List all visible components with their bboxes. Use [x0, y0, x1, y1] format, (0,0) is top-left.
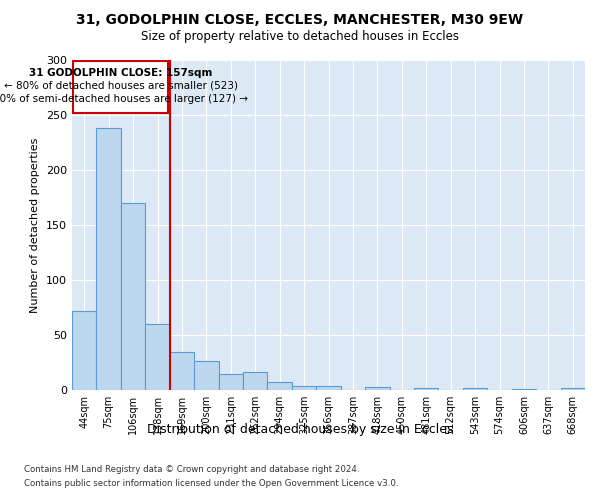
Bar — [145, 324, 170, 390]
Text: Contains public sector information licensed under the Open Government Licence v3: Contains public sector information licen… — [24, 479, 398, 488]
Bar — [365, 386, 389, 390]
Text: 31 GODOLPHIN CLOSE: 157sqm: 31 GODOLPHIN CLOSE: 157sqm — [29, 68, 212, 78]
Bar — [512, 389, 536, 390]
Bar — [72, 311, 97, 390]
Text: 20% of semi-detached houses are larger (127) →: 20% of semi-detached houses are larger (… — [0, 94, 248, 104]
Text: ← 80% of detached houses are smaller (523): ← 80% of detached houses are smaller (52… — [4, 81, 238, 91]
Bar — [243, 372, 268, 390]
Bar — [316, 386, 341, 390]
Bar — [170, 352, 194, 390]
Bar — [292, 386, 316, 390]
Text: Contains HM Land Registry data © Crown copyright and database right 2024.: Contains HM Land Registry data © Crown c… — [24, 465, 359, 474]
Bar — [463, 388, 487, 390]
FancyBboxPatch shape — [73, 61, 169, 113]
Text: 31, GODOLPHIN CLOSE, ECCLES, MANCHESTER, M30 9EW: 31, GODOLPHIN CLOSE, ECCLES, MANCHESTER,… — [76, 12, 524, 26]
Bar — [121, 203, 145, 390]
Bar — [194, 362, 218, 390]
Text: Distribution of detached houses by size in Eccles: Distribution of detached houses by size … — [147, 422, 453, 436]
Bar — [414, 388, 439, 390]
Bar — [218, 374, 243, 390]
Y-axis label: Number of detached properties: Number of detached properties — [31, 138, 40, 312]
Text: Size of property relative to detached houses in Eccles: Size of property relative to detached ho… — [141, 30, 459, 43]
Bar — [560, 388, 585, 390]
Bar — [97, 128, 121, 390]
Bar — [268, 382, 292, 390]
